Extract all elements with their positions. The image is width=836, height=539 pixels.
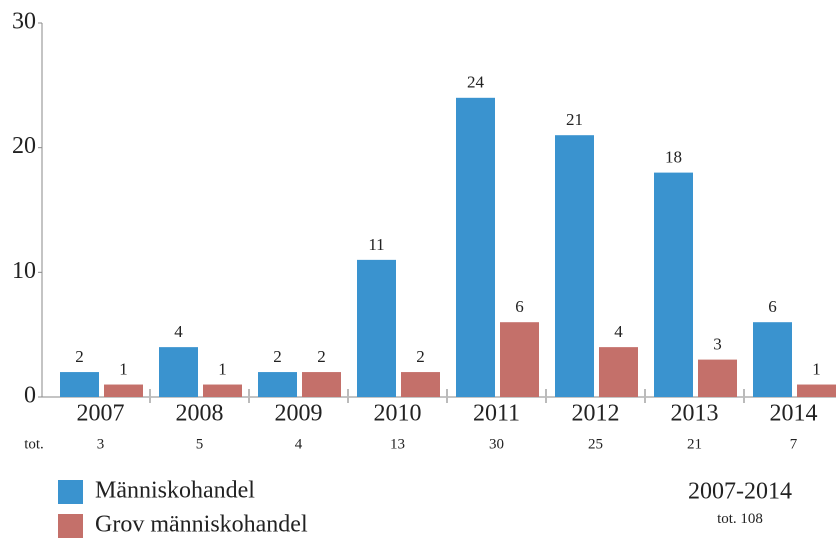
total-label: 4 [295, 436, 303, 452]
x-tick-label: 2011 [473, 401, 520, 427]
x-tick-label: 2014 [770, 401, 818, 427]
x-tick-label: 2010 [374, 401, 422, 427]
bar [698, 359, 737, 397]
legend-swatch [58, 514, 83, 538]
bar [500, 322, 539, 397]
period-total-value: 108 [740, 511, 763, 527]
bar [159, 347, 198, 397]
legend-swatch [58, 480, 83, 504]
x-tick-label: 2009 [275, 401, 323, 427]
y-tick-label: 30 [12, 9, 36, 35]
bar [456, 97, 495, 398]
value-label: 4 [174, 322, 183, 341]
total-label: 30 [489, 436, 504, 452]
value-label: 4 [614, 322, 623, 341]
bar [60, 372, 99, 397]
bar [203, 384, 242, 397]
value-label: 1 [119, 359, 128, 378]
total-label: 13 [390, 436, 405, 452]
x-tick-label: 2013 [671, 401, 719, 427]
legend-label: Grov människohandel [95, 512, 308, 538]
total-label: 5 [196, 436, 204, 452]
value-label: 24 [467, 73, 485, 92]
legend-label: Människohandel [95, 478, 255, 504]
total-label: 25 [588, 436, 603, 452]
period-total-prefix: tot. [717, 511, 737, 527]
total-label: 7 [790, 436, 798, 452]
value-label: 2 [416, 347, 425, 366]
y-tick-label: 10 [12, 258, 36, 284]
value-label: 1 [218, 359, 227, 378]
value-label: 2 [75, 347, 84, 366]
bar [599, 347, 638, 397]
bar [357, 259, 396, 397]
y-tick-label: 20 [12, 133, 36, 159]
bar [302, 372, 341, 397]
total-label: 21 [687, 436, 702, 452]
y-tick-label: 0 [24, 383, 36, 409]
bar [104, 384, 143, 397]
value-label: 1 [812, 359, 821, 378]
bar [401, 372, 440, 397]
x-tick-label: 2008 [176, 401, 224, 427]
x-tick-label: 2012 [572, 401, 620, 427]
totals-prefix: tot. [24, 436, 44, 452]
value-label: 3 [713, 335, 722, 354]
value-label: 11 [368, 235, 384, 254]
bar [555, 135, 594, 397]
bar [654, 172, 693, 397]
value-label: 21 [566, 110, 583, 129]
x-tick-label: 2007 [77, 401, 125, 427]
bar [258, 372, 297, 397]
period-total: tot. 108 [717, 511, 763, 527]
value-label: 2 [317, 347, 326, 366]
period-label: 2007-2014 [688, 479, 792, 505]
value-label: 18 [665, 148, 682, 167]
value-label: 2 [273, 347, 282, 366]
value-label: 6 [515, 297, 524, 316]
bar [753, 322, 792, 397]
total-label: 3 [97, 436, 105, 452]
value-label: 6 [768, 297, 777, 316]
bar [797, 384, 836, 397]
